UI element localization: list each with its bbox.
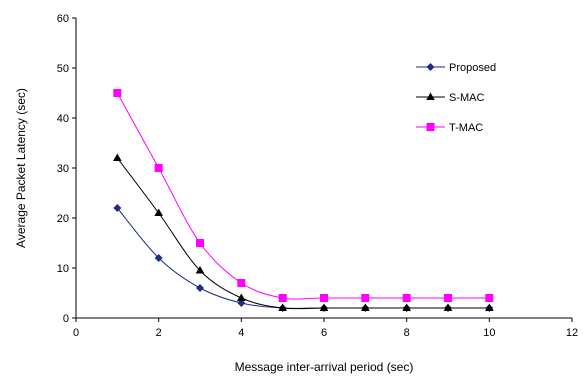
data-point-smac bbox=[319, 303, 329, 311]
x-tick-label: 12 bbox=[566, 327, 578, 339]
data-point-proposed bbox=[196, 284, 204, 292]
y-tick-label: 20 bbox=[57, 213, 69, 225]
y-tick-label: 10 bbox=[57, 263, 69, 275]
legend-marker-proposed bbox=[426, 63, 435, 71]
data-point-smac bbox=[113, 153, 122, 161]
x-tick-label: 10 bbox=[483, 327, 495, 339]
data-point-tmac bbox=[320, 294, 328, 302]
legend-marker-tmac bbox=[426, 123, 435, 131]
y-tick-label: 40 bbox=[57, 113, 69, 125]
x-tick-label: 4 bbox=[238, 327, 244, 339]
data-point-proposed bbox=[113, 204, 122, 212]
series-line-proposed bbox=[116, 207, 490, 309]
y-tick-label: 60 bbox=[57, 13, 69, 25]
data-point-tmac bbox=[113, 89, 122, 97]
legend-item-tmac: T-MAC bbox=[416, 122, 483, 134]
legend-marker-smac bbox=[426, 92, 435, 100]
y-tick-label: 50 bbox=[57, 63, 69, 75]
x-tick-label: 2 bbox=[156, 327, 162, 339]
x-tick-label: 8 bbox=[404, 327, 410, 339]
data-point-smac bbox=[402, 303, 411, 311]
series-line-tmac bbox=[116, 92, 490, 300]
data-point-tmac bbox=[196, 239, 204, 247]
data-point-smac bbox=[361, 303, 370, 311]
data-point-smac bbox=[485, 303, 494, 311]
data-point-tmac bbox=[444, 294, 452, 302]
ticks: 0 10 20 30 40 50 60 0 2 4 6 8 10 12 bbox=[57, 13, 578, 339]
x-axis-title: Message inter-arrival period (sec) bbox=[235, 360, 414, 374]
data-point-tmac bbox=[361, 294, 370, 302]
y-tick-label: 0 bbox=[63, 313, 69, 325]
data-point-tmac bbox=[402, 294, 411, 302]
data-point-tmac bbox=[237, 279, 246, 287]
data-point-tmac bbox=[485, 294, 494, 302]
legend-item-smac: S-MAC bbox=[416, 92, 485, 104]
legend-label-smac: S-MAC bbox=[449, 92, 485, 104]
data-point-smac bbox=[195, 266, 205, 274]
axes bbox=[75, 18, 572, 319]
y-axis-title: Average Packet Latency (sec) bbox=[14, 88, 28, 248]
y-tick-label: 30 bbox=[57, 163, 69, 175]
series-group bbox=[113, 89, 494, 312]
x-tick-label: 0 bbox=[73, 327, 79, 339]
legend-item-proposed: Proposed bbox=[416, 62, 496, 74]
data-point-proposed bbox=[154, 254, 163, 262]
legend: Proposed S-MAC T-MAC bbox=[416, 62, 496, 134]
legend-label-tmac: T-MAC bbox=[449, 122, 483, 134]
x-tick-label: 6 bbox=[321, 327, 327, 339]
series-line-smac bbox=[116, 157, 490, 310]
data-point-smac bbox=[443, 303, 453, 311]
data-point-tmac bbox=[154, 164, 163, 172]
data-point-smac bbox=[154, 208, 163, 216]
data-point-tmac bbox=[278, 294, 287, 302]
data-point-smac bbox=[278, 303, 287, 311]
data-point-smac bbox=[237, 293, 246, 301]
legend-label-proposed: Proposed bbox=[449, 62, 496, 74]
